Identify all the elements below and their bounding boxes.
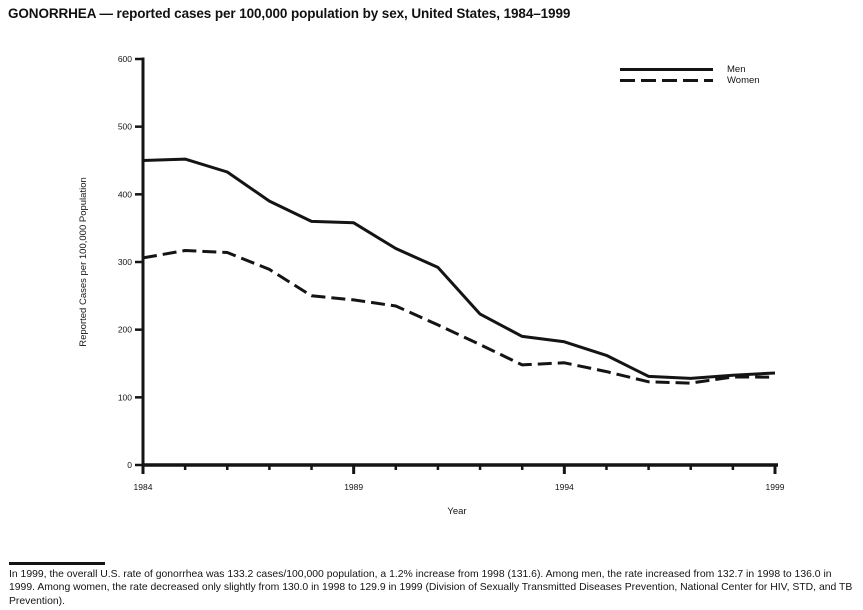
x-tick-label: 1994 [555,482,574,492]
women-line-sample [620,79,713,82]
men-line-sample [620,68,713,71]
x-tick-label: 1989 [344,482,363,492]
series-women-line [142,249,776,385]
legend-item-women: Women [620,75,760,86]
y-tick-label: 600 [118,54,132,64]
line-chart-canvas: 0 100 200 300 400 500 600 1984 1989 1994 1999 Repo… [78,54,785,517]
x-tick-label: 1984 [134,482,153,492]
x-tick-label: 1999 [766,482,785,492]
y-tick-label: 200 [118,325,132,335]
legend-label-women: Women [727,74,760,86]
legend-item-men: Men [620,64,760,75]
y-tick-label: 100 [118,392,132,402]
chart-legend: Men Women [620,64,760,86]
y-tick-label: 500 [118,122,132,132]
figure-title: GONORRHEA — reported cases per 100,000 p… [8,6,571,21]
x-axis-label: Year [447,506,466,517]
y-tick-label: 300 [118,257,132,267]
footnote-text: In 1999, the overall U.S. rate of gonorr… [9,569,853,607]
legend-label-men: Men [727,63,746,75]
y-axis-label: Reported Cases per 100,000 Population [78,177,89,347]
series-layer [142,157,776,385]
axes-layer: 0 100 200 300 400 500 600 1984 1989 1994 1999 [118,54,785,492]
footnote-separator [9,562,105,565]
y-tick-label: 400 [118,189,132,199]
gonorrhea-trend-chart: 0 100 200 300 400 500 600 1984 1989 1994 1999 Repo… [78,54,785,517]
series-men-line [142,157,776,380]
y-tick-label: 0 [127,460,132,470]
